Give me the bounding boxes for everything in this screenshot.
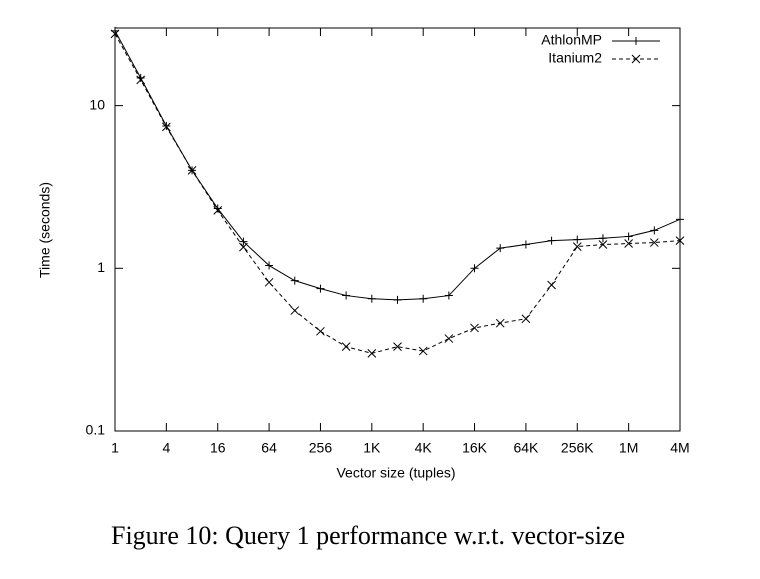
marker [110,29,120,39]
marker [495,318,505,328]
legend-label: Itanium2 [548,50,602,66]
x-tick-label: 4M [670,440,689,456]
marker [239,242,248,252]
marker [547,280,556,290]
marker [316,326,325,336]
marker [470,323,479,333]
marker [649,238,659,247]
x-tick-label: 64K [513,440,539,456]
marker [624,232,633,241]
marker [598,234,607,243]
marker [572,242,582,251]
marker [676,215,684,224]
marker [187,166,197,175]
caption: Figure 10: Query 1 performance w.r.t. ve… [111,521,625,550]
marker [419,294,428,303]
x-tick-label: 16 [210,440,226,456]
x-axis-label: Vector size (tuples) [336,465,455,481]
series-line [114,33,681,354]
marker [418,346,428,356]
marker [444,291,453,300]
x-tick-label: 256K [561,440,594,456]
marker [393,295,402,304]
marker [136,73,145,82]
marker [342,291,351,300]
marker [136,75,146,85]
marker [239,237,248,246]
legend-marker [631,54,641,64]
marker [316,284,325,293]
marker [650,226,659,235]
y-axis-label: Time (seconds) [37,182,53,278]
x-tick-label: 16K [462,440,488,456]
x-tick-label: 1 [111,440,119,456]
marker [341,342,351,351]
x-tick-label: 64 [261,440,277,456]
marker [521,314,531,324]
marker [264,277,274,287]
y-tick-label: 10 [89,96,105,112]
marker [470,264,479,273]
marker [393,342,402,351]
marker [675,236,685,245]
marker [598,240,608,249]
x-tick-label: 256 [309,440,333,456]
marker [444,334,454,343]
marker [573,235,582,244]
x-tick-label: 4 [162,440,170,456]
plot-frame [114,27,681,432]
marker [290,276,299,285]
marker [547,236,556,245]
y-tick-label: 1 [97,259,105,275]
marker [290,306,300,315]
series-line [114,30,681,301]
marker [624,239,633,248]
marker [367,349,377,358]
x-tick-label: 1M [619,440,638,456]
y-tick-label: 0.1 [86,422,106,438]
x-tick-label: 4K [415,440,433,456]
marker [265,261,274,270]
marker [162,122,171,132]
marker [367,294,376,303]
legend-label: AthlonMP [541,32,602,48]
marker [213,206,223,215]
x-tick-label: 1K [363,440,381,456]
marker [496,244,505,253]
legend-marker [632,37,640,45]
marker [521,240,530,249]
